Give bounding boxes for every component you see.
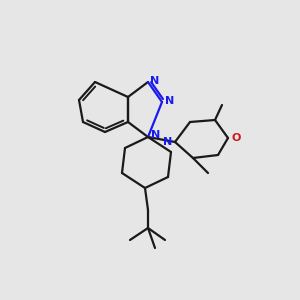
Text: N: N xyxy=(152,130,160,140)
Text: O: O xyxy=(231,133,241,143)
Text: N: N xyxy=(165,96,175,106)
Text: N: N xyxy=(150,76,160,86)
Text: N: N xyxy=(164,137,172,147)
